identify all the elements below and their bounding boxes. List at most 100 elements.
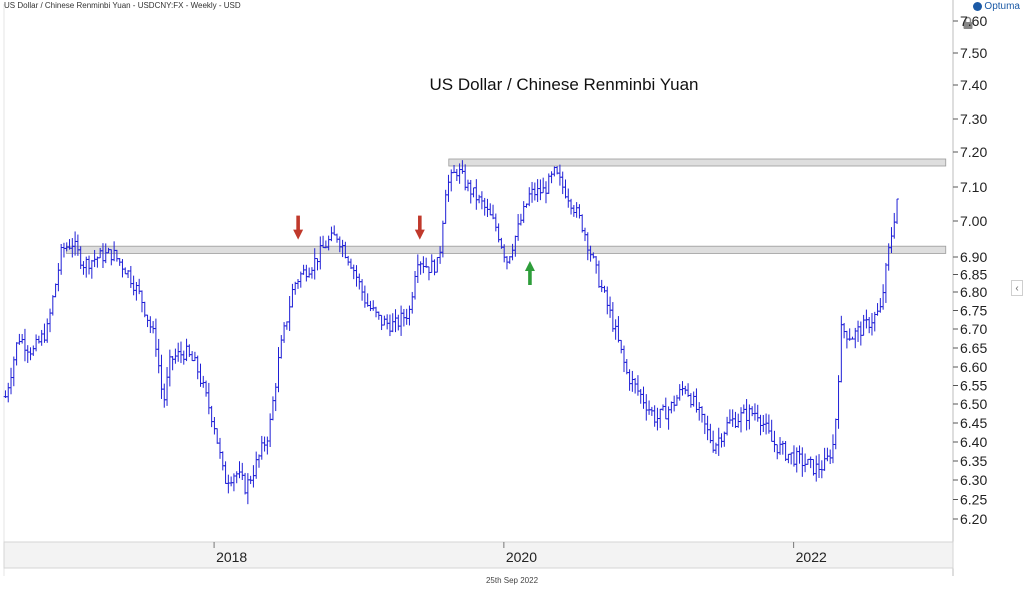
ohlc-bar-69: [195, 355, 200, 380]
ohlc-bar-175: [491, 204, 495, 220]
ohlc-bar-44: [126, 270, 130, 279]
chevron-left-icon[interactable]: ‹: [1011, 280, 1023, 296]
ohlc-bar-319: [892, 212, 897, 239]
ohlc-bar-130: [365, 293, 370, 307]
lock-icon[interactable]: [962, 16, 974, 30]
ohlc-bar-39: [112, 241, 116, 262]
ohlc-bar-71: [201, 375, 206, 388]
ohlc-bar-53: [151, 321, 155, 334]
ohlc-bar-92: [259, 435, 264, 460]
ohlc-bar-54: [154, 318, 158, 357]
ohlc-bar-89: [251, 465, 256, 488]
ohlc-bar-162: [455, 168, 459, 181]
ohlc-bar-315: [881, 284, 885, 310]
ohlc-bar-177: [496, 223, 501, 243]
y-tick-label: 6.35: [960, 453, 987, 469]
ohlc-bar-217: [608, 296, 612, 318]
ohlc-bar-216: [605, 286, 610, 315]
ohlc-bar-29: [84, 256, 89, 278]
ohlc-bar-191: [535, 179, 540, 202]
ohlc-bar-320: [895, 198, 899, 224]
ohlc-bar-38: [109, 249, 114, 266]
ohlc-bar-106: [298, 271, 303, 288]
ohlc-bar-147: [413, 271, 417, 300]
ohlc-bar-108: [304, 264, 309, 282]
ohlc-bar-214: [599, 279, 604, 293]
ohlc-bar-16: [48, 308, 52, 333]
ohlc-bar-65: [184, 338, 189, 362]
ohlc-bar-60: [170, 356, 175, 371]
ohlc-bar-229: [641, 386, 646, 409]
ohlc-bar-178: [499, 237, 504, 249]
ohlc-bar-35: [101, 243, 105, 269]
x-tick-label: 2020: [506, 549, 537, 565]
ohlc-bar-136: [382, 315, 387, 326]
ohlc-bar-111: [312, 248, 317, 280]
arrow-head: [414, 229, 425, 240]
ohlc-bar-196: [549, 171, 554, 184]
ohlc-bar-55: [156, 338, 161, 374]
y-tick-label: 6.60: [960, 359, 987, 375]
ohlc-bar-247: [691, 391, 696, 407]
ohlc-bar-139: [390, 313, 395, 333]
ohlc-bar-160: [449, 169, 454, 192]
ohlc-bar-305: [853, 327, 858, 349]
ohlc-bar-306: [856, 320, 860, 342]
ohlc-bar-15: [45, 318, 50, 343]
ohlc-bar-202: [566, 188, 571, 208]
ohlc-bar-94: [265, 436, 270, 455]
ohlc-bar-308: [861, 314, 866, 336]
ohlc-bar-281: [786, 453, 791, 464]
x-axis: 2018 2020 2022: [213, 542, 827, 565]
ohlc-bar-227: [636, 375, 640, 396]
ohlc-bar-184: [516, 214, 520, 241]
ohlc-bar-253: [708, 423, 713, 444]
ohlc-bar-125: [351, 264, 356, 280]
ohlc-bar-88: [248, 475, 253, 485]
ohlc-bar-277: [775, 444, 780, 460]
ohlc-bar-23: [67, 239, 72, 250]
ohlc-bar-200: [560, 171, 565, 195]
ohlc-bar-318: [889, 227, 894, 254]
ohlc-bar-85: [240, 462, 245, 481]
ohlc-bar-280: [783, 441, 788, 462]
ohlc-bar-183: [513, 235, 518, 257]
ohlc-bar-313: [875, 303, 880, 316]
ohlc-bar-272: [761, 414, 766, 432]
ohlc-bar-26: [76, 234, 80, 256]
ohlc-bar-95: [268, 413, 272, 448]
ohlc-bar-267: [747, 404, 752, 430]
ohlc-bar-101: [285, 321, 289, 330]
ohlc-bar-110: [310, 267, 314, 279]
ohlc-bar-221: [619, 339, 624, 354]
y-tick-label: 6.90: [960, 249, 987, 265]
ohlc-bar-22: [64, 242, 69, 252]
ohlc-bar-257: [719, 433, 724, 448]
ohlc-bar-72: [204, 380, 208, 397]
ohlc-bar-138: [388, 314, 392, 337]
ohlc-bar-79: [223, 461, 228, 484]
ohlc-bar-83: [234, 471, 239, 484]
ohlc-bar-100: [282, 322, 286, 343]
ohlc-bar-250: [700, 406, 704, 423]
ohlc-bar-28: [81, 261, 86, 275]
ohlc-bar-310: [867, 317, 871, 334]
ohlc-bar-96: [271, 396, 275, 421]
ohlc-bar-140: [393, 309, 398, 333]
ohlc-bar-244: [683, 385, 688, 395]
date-footer: 25th Sep 2022: [485, 576, 539, 585]
ohlc-bar-298: [833, 418, 838, 450]
ohlc-bar-0: [3, 390, 8, 399]
ohlc-bar-137: [385, 314, 389, 330]
y-tick-label: 6.25: [960, 492, 987, 508]
ohlc-bar-165: [463, 164, 467, 191]
brand: Optuma: [973, 1, 1020, 12]
ohlc-bar-252: [705, 415, 710, 441]
ohlc-bar-251: [703, 413, 707, 435]
plot-frame: [3, 0, 954, 576]
ohlc-bar-116: [326, 235, 331, 251]
y-tick-label: 6.30: [960, 472, 987, 488]
ohlc-bar-287: [803, 453, 807, 473]
ohlc-bar-173: [485, 198, 490, 218]
ohlc-bar-317: [886, 243, 891, 271]
